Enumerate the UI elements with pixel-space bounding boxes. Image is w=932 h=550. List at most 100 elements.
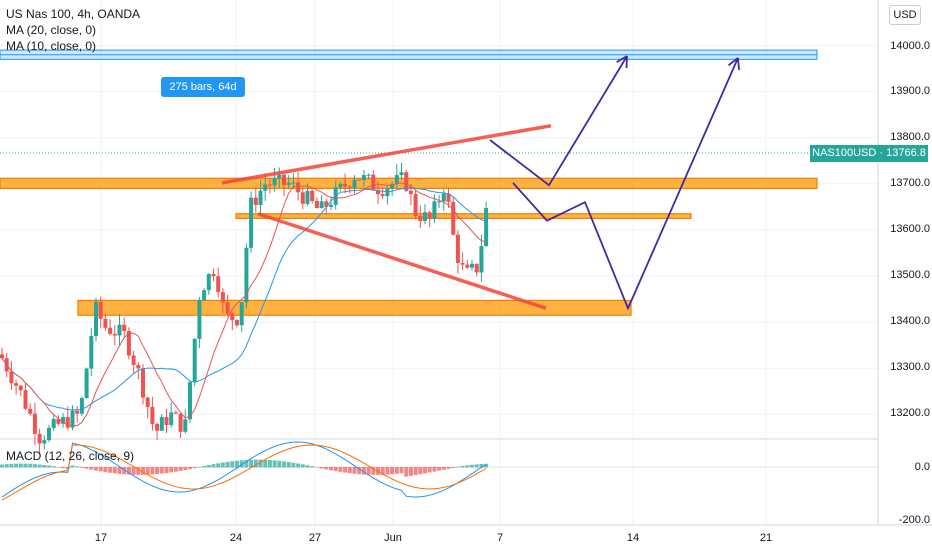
macd-legend[interactable]: MACD (12, 26, close, 9) bbox=[6, 449, 135, 463]
candle-body bbox=[470, 263, 474, 268]
y-tick: 13700.0 bbox=[890, 177, 930, 189]
x-tick: 17 bbox=[94, 532, 108, 544]
ma10-legend[interactable]: MA (10, close, 0) bbox=[6, 39, 97, 53]
macd-histogram-bar bbox=[357, 467, 362, 475]
candle-body bbox=[305, 190, 310, 204]
macd-histogram-bar bbox=[23, 463, 28, 468]
macd-histogram-bar bbox=[9, 463, 14, 468]
candle-body bbox=[122, 324, 127, 331]
candle-body bbox=[291, 182, 296, 184]
macd-histogram-bar bbox=[441, 467, 446, 470]
candle-body bbox=[0, 354, 4, 359]
macd-histogram-bar bbox=[432, 467, 437, 472]
arrowhead bbox=[625, 56, 628, 69]
macd-histogram-bar bbox=[253, 459, 258, 468]
candle-body bbox=[418, 215, 423, 222]
candle-body bbox=[460, 262, 465, 265]
macd-histogram-bar bbox=[159, 467, 164, 474]
y-tick: 13300.0 bbox=[890, 361, 930, 373]
macd-histogram-bar bbox=[385, 467, 390, 475]
macd-histogram-bar bbox=[451, 467, 456, 469]
macd-histogram-bar bbox=[61, 467, 66, 469]
candle-body bbox=[103, 318, 108, 328]
macd-histogram-bar bbox=[37, 464, 42, 468]
macd-histogram-bar bbox=[371, 467, 376, 475]
candle-body bbox=[300, 192, 305, 204]
macd-histogram-bar bbox=[28, 463, 33, 468]
macd-histogram-bar bbox=[460, 466, 465, 468]
macd-histogram-bar bbox=[366, 467, 371, 475]
candle-body bbox=[347, 186, 352, 188]
macd-histogram-bar bbox=[465, 465, 470, 468]
currency-button[interactable]: USD bbox=[889, 5, 921, 25]
macd-histogram-bar bbox=[470, 464, 474, 468]
candle-body bbox=[225, 302, 230, 314]
macd-histogram-bar bbox=[216, 463, 221, 468]
macd-histogram-bar bbox=[404, 467, 409, 477]
candle-body bbox=[427, 212, 432, 219]
y-tick: 13900.0 bbox=[890, 85, 930, 97]
candle-body bbox=[484, 207, 489, 247]
upper-trendline bbox=[221, 123, 552, 185]
candle-body bbox=[390, 184, 395, 189]
projection-path-1 bbox=[489, 55, 628, 187]
macd-histogram-bar bbox=[155, 467, 160, 475]
y-tick: 13500.0 bbox=[890, 269, 930, 281]
macd-histogram-bar bbox=[319, 467, 324, 469]
candle-body bbox=[277, 174, 282, 179]
candle-body bbox=[150, 406, 155, 424]
candle-body bbox=[98, 301, 103, 319]
macd-histogram-bar bbox=[51, 466, 56, 468]
macd-histogram-bar bbox=[79, 467, 84, 468]
macd-histogram-bar bbox=[103, 467, 108, 473]
macd-histogram-bar bbox=[131, 467, 136, 475]
macd-histogram-bar bbox=[98, 467, 103, 472]
candle-body bbox=[112, 333, 117, 336]
macd-histogram-bar bbox=[14, 463, 19, 468]
macd-histogram-bar bbox=[239, 460, 244, 468]
candle-body bbox=[338, 183, 343, 188]
candle-body bbox=[437, 201, 442, 203]
candle-body bbox=[394, 175, 399, 185]
macd-histogram-bar bbox=[291, 462, 296, 468]
date-range-label: 275 bars, 64d bbox=[161, 77, 245, 97]
candle-body bbox=[258, 190, 263, 205]
macd-histogram-bar bbox=[474, 464, 479, 468]
ma20-legend[interactable]: MA (20, close, 0) bbox=[6, 23, 97, 37]
candle-body bbox=[51, 418, 56, 428]
candle-body bbox=[314, 201, 319, 209]
macd-histogram-bar bbox=[418, 467, 423, 475]
arrowhead bbox=[737, 57, 740, 70]
macd-histogram-bar bbox=[484, 463, 489, 468]
macd-histogram-bar bbox=[437, 467, 442, 471]
y-tick: 13800.0 bbox=[890, 131, 930, 143]
macd-histogram-bar bbox=[178, 467, 183, 471]
macd-histogram-bar bbox=[117, 467, 122, 474]
macd-histogram-bar bbox=[192, 467, 197, 469]
candle-body bbox=[474, 263, 479, 273]
candle-body bbox=[329, 204, 333, 207]
candle-body bbox=[206, 274, 211, 291]
macd-histogram-bar bbox=[0, 464, 4, 468]
macd-histogram-bar bbox=[296, 463, 301, 468]
macd-histogram-bar bbox=[112, 467, 117, 474]
macd-histogram-bar bbox=[300, 464, 305, 468]
candle-body bbox=[188, 382, 192, 420]
y-tick: 13200.0 bbox=[890, 407, 930, 419]
candle-body bbox=[18, 385, 23, 391]
candle-body bbox=[183, 419, 188, 432]
candle-body bbox=[267, 184, 272, 186]
candle-body bbox=[239, 302, 244, 326]
macd-histogram-bar bbox=[183, 467, 188, 471]
candle-body bbox=[451, 201, 456, 235]
candle-body bbox=[366, 174, 371, 176]
candle-body bbox=[272, 178, 277, 186]
macd-histogram-bar bbox=[329, 467, 333, 471]
macd-histogram-bar bbox=[413, 467, 418, 476]
macd-histogram-bar bbox=[4, 464, 9, 468]
macd-histogram-bar bbox=[333, 467, 338, 472]
x-tick: 21 bbox=[759, 532, 773, 544]
candle-body bbox=[94, 301, 98, 337]
macd-histogram-bar bbox=[225, 461, 230, 468]
